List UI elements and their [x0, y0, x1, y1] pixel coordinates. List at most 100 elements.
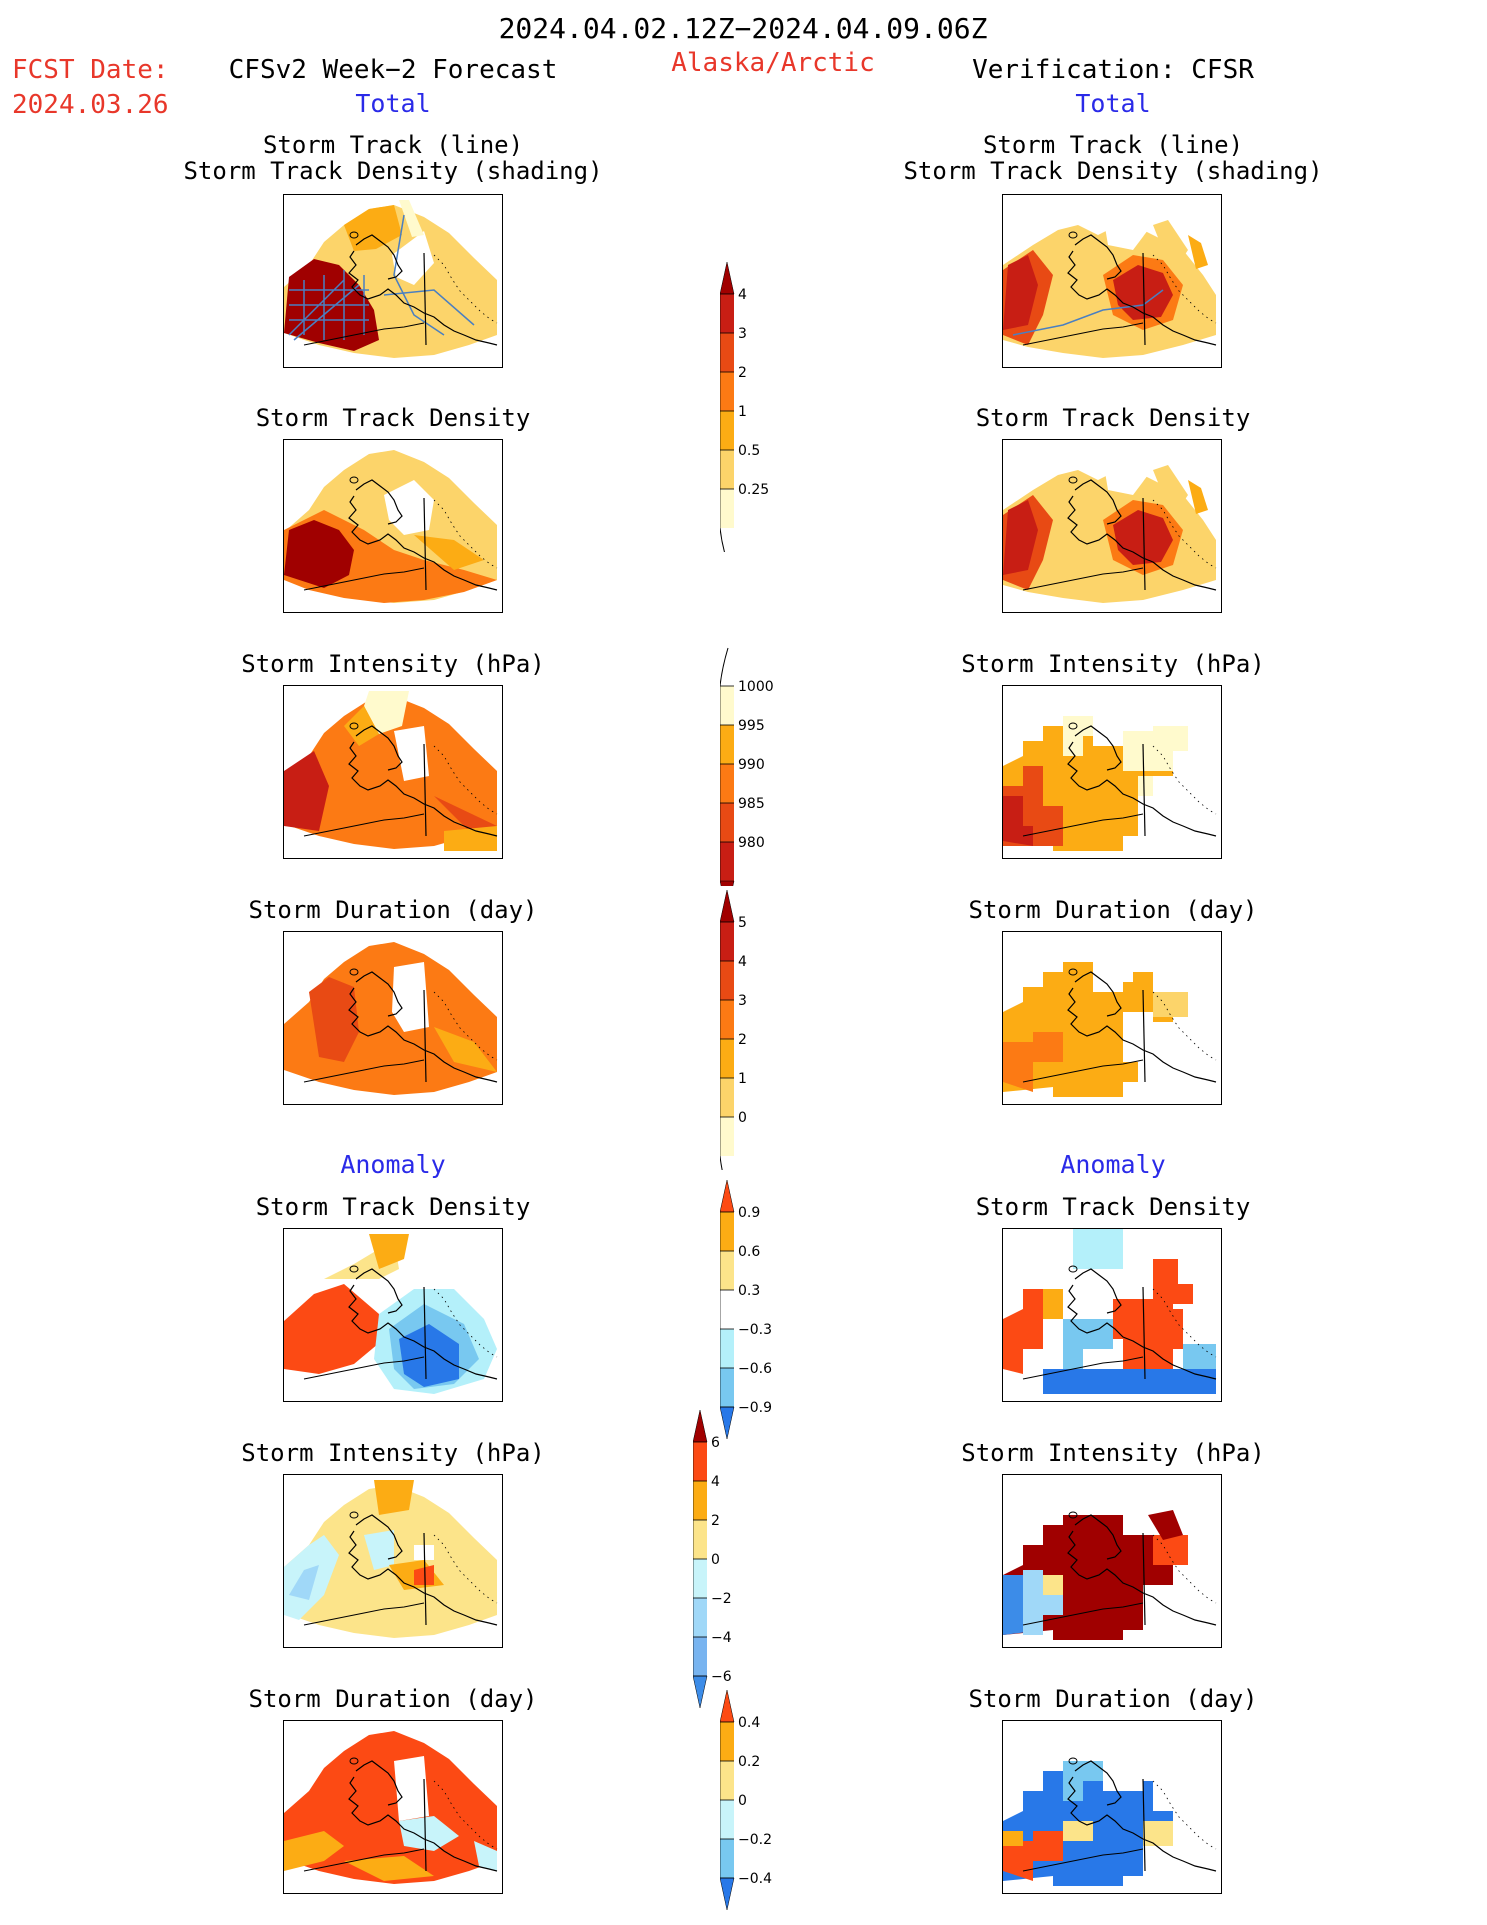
anom_density-color-segment [720, 1290, 734, 1329]
anom_density-color-segment [720, 1251, 734, 1290]
anom_intensity-color-segment [693, 1559, 707, 1598]
anom_density-color-segment [720, 1212, 734, 1251]
anom_intensity-color-segment [693, 1442, 707, 1481]
intensity-color-segment [720, 842, 734, 881]
anom_intensity-tick-label: 0 [711, 1552, 720, 1568]
anom_duration-tick-label: −0.4 [738, 1871, 772, 1887]
density-color-segment [720, 372, 734, 411]
duration-color-segment [720, 1117, 734, 1156]
right-anom-std-title: Storm Track Density [975, 1193, 1251, 1221]
right-anom-sd-title: Storm Duration (day) [968, 1685, 1258, 1713]
density-tick-label: 2 [738, 365, 747, 381]
right-std-title: Storm Track Density [975, 404, 1251, 432]
right-storm-track-title: Storm Track (line) Storm Track Density (s… [903, 131, 1323, 185]
duration-tick-label: 5 [738, 915, 747, 931]
intensity-tick-label: 980 [738, 835, 765, 851]
period-title: 2024.04.02.12Z−2024.04.09.06Z [498, 12, 988, 45]
duration-tick-label: 1 [738, 1071, 747, 1087]
left-anom-std-title: Storm Track Density [255, 1193, 531, 1221]
map-cfsr-sd [1002, 931, 1222, 1105]
left-title: CFSv2 Week−2 Forecast [228, 55, 558, 85]
intensity-color-segment [720, 725, 734, 764]
map-cfsr-std [1002, 439, 1222, 613]
total-right-label: Total [1075, 89, 1151, 118]
map-fcst-anom-sd [283, 1720, 503, 1894]
left-storm-track-title: Storm Track (line) Storm Track Density (s… [183, 131, 603, 185]
map-cfsr-anom-std [1002, 1228, 1222, 1402]
intensity-color-segment [720, 764, 734, 803]
anom_intensity-color-segment [693, 1637, 707, 1676]
fcst-date: 2024.03.26 [12, 90, 169, 120]
duration-color-segment [720, 961, 734, 1000]
duration-color-segment [720, 1000, 734, 1039]
anom_density-color-segment [720, 1329, 734, 1368]
anom_intensity-tick-label: −6 [711, 1669, 732, 1685]
anom_intensity-tick-label: 2 [711, 1513, 720, 1529]
left-anom-sd-title: Storm Duration (day) [248, 1685, 538, 1713]
map-fcst-sd [283, 931, 503, 1105]
anom_duration-color-segment [720, 1761, 734, 1800]
map-fcst-storm-track [283, 194, 503, 368]
region-title: Alaska/Arctic [671, 48, 875, 78]
right-sd-title: Storm Duration (day) [968, 896, 1258, 924]
anom_duration-tick-label: 0.2 [738, 1754, 760, 1770]
anom_duration-color-segment [720, 1800, 734, 1839]
colorbar-anomaly-duration: 0.4 0.2 0 −0.2 −0.4 [720, 1690, 772, 1911]
map-fcst-si [283, 685, 503, 859]
intensity-color-segment [720, 686, 734, 725]
colorbar-anomaly-density: 0.9 0.6 0.3 −0.3 −0.6 −0.9 [720, 1180, 772, 1440]
anom_density-tick-label: −0.3 [738, 1322, 772, 1338]
anom_density-tick-label: 0.6 [738, 1244, 760, 1260]
anom_density-tick-label: 0.9 [738, 1205, 760, 1221]
intensity-tick-label: 985 [738, 796, 765, 812]
density-tick-label: 3 [738, 326, 747, 342]
colorbar-anomaly-intensity: 6 4 2 0 −2 −4 −6 [693, 1410, 732, 1709]
duration-tick-label: 3 [738, 993, 747, 1009]
anom_duration-tick-label: 0 [738, 1793, 747, 1809]
anom_intensity-color-segment [693, 1410, 708, 1443]
density-tick-label: 4 [738, 287, 747, 303]
anom_duration-color-segment [720, 1877, 735, 1911]
intensity-color-segment [720, 803, 734, 842]
density-tick-label: 1 [738, 404, 747, 420]
anom_duration-color-segment [720, 1690, 735, 1723]
right-anom-si-title: Storm Intensity (hPa) [961, 1439, 1265, 1467]
anom_density-tick-label: −0.9 [738, 1400, 772, 1416]
anom_density-color-segment [720, 1180, 735, 1213]
density-tick-label: 0.5 [738, 443, 760, 459]
density-color-segment [720, 333, 734, 372]
anom_density-tick-label: −0.6 [738, 1361, 772, 1377]
left-anom-si-title: Storm Intensity (hPa) [241, 1439, 545, 1467]
duration-tick-label: 2 [738, 1032, 747, 1048]
right-title: Verification: CFSR [972, 55, 1254, 85]
duration-color-segment [720, 1078, 734, 1117]
left-std-title: Storm Track Density [255, 404, 531, 432]
total-left-label: Total [355, 89, 431, 118]
anom_intensity-color-segment [693, 1481, 707, 1520]
map-cfsr-si [1002, 685, 1222, 859]
density-color-segment [720, 294, 734, 333]
anom_intensity-tick-label: 4 [711, 1474, 720, 1490]
map-cfsr-storm-track [1002, 194, 1222, 368]
map-fcst-std [283, 439, 503, 613]
intensity-tick-label: 1000 [738, 679, 774, 695]
anom_intensity-tick-label: 6 [711, 1435, 720, 1451]
anom_duration-tick-label: −0.2 [738, 1832, 772, 1848]
duration-color-segment [720, 890, 735, 923]
density-tick-label: 0.25 [738, 482, 769, 498]
left-si-title: Storm Intensity (hPa) [241, 650, 545, 678]
duration-color-segment [720, 1039, 734, 1078]
map-fcst-anom-si [283, 1474, 503, 1648]
map-fcst-anom-std [283, 1228, 503, 1402]
map-cfsr-anom-si [1002, 1474, 1222, 1648]
colorbar-duration: 5 4 3 2 1 0 [720, 890, 747, 1170]
left-sd-title: Storm Duration (day) [248, 896, 538, 924]
intensity-tick-label: 990 [738, 757, 765, 773]
anomaly-right-label: Anomaly [1060, 1150, 1166, 1179]
anom_duration-color-segment [720, 1839, 734, 1878]
colorbar-density: 4 3 2 1 0.5 0.25 [720, 262, 769, 552]
colorbar-intensity: 1000 995 990 985 980 [720, 647, 774, 886]
fcst-label: FCST Date: [12, 55, 169, 85]
right-si-title: Storm Intensity (hPa) [961, 650, 1265, 678]
anom_intensity-color-segment [693, 1598, 707, 1637]
